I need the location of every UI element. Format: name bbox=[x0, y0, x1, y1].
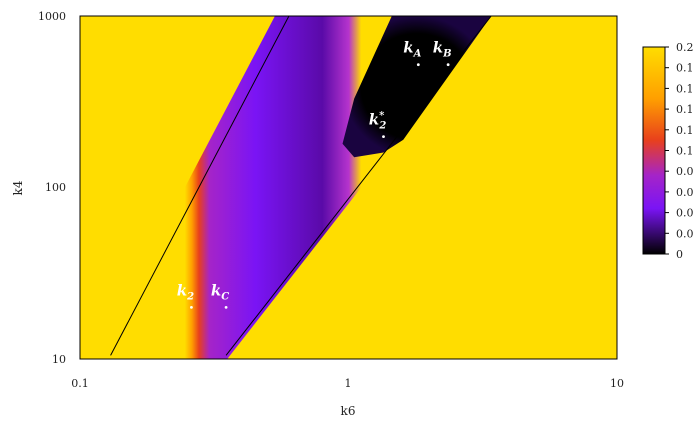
x-axis: 0.1 1 10 k6 bbox=[71, 377, 624, 418]
x-axis-label: k6 bbox=[341, 404, 356, 418]
plot-frame bbox=[79, 15, 618, 360]
colorbar-tick-label: 0 bbox=[676, 248, 683, 261]
colorbar-tick-label: 0.1 bbox=[676, 124, 694, 137]
boundary-line-lower bbox=[225, 15, 492, 356]
colorbar-tick-label: 0.0 bbox=[676, 227, 694, 240]
colorbar-tick-label: 0.0 bbox=[676, 165, 694, 178]
x-tick-label: 1 bbox=[345, 377, 352, 390]
annotation-label: kA bbox=[403, 39, 421, 60]
annotation-point bbox=[224, 305, 228, 309]
boundary-lines bbox=[110, 15, 492, 356]
annotation-label: k2 bbox=[177, 281, 194, 302]
y-axis-label: k4 bbox=[11, 180, 25, 195]
annotation-point bbox=[382, 135, 385, 139]
annotation-label: kB bbox=[433, 39, 452, 60]
y-axis: 1000 100 10 k4 bbox=[11, 10, 66, 366]
annotation-label: kC bbox=[211, 281, 229, 302]
annotation-label: k* 2 bbox=[369, 111, 387, 132]
annotation-point bbox=[446, 63, 450, 67]
annotation-point bbox=[416, 63, 420, 67]
colorbar-tick-label: 0.1 bbox=[676, 145, 694, 158]
colorbar-tick-label: 0.0 bbox=[676, 186, 694, 199]
colorbar-gradient bbox=[642, 46, 666, 255]
annotations: kA kB k* 2 k2 kC bbox=[177, 39, 452, 309]
colorbar-tick-label: 0.0 bbox=[676, 207, 694, 220]
dark-region bbox=[342, 16, 492, 158]
x-tick-label: 10 bbox=[610, 377, 624, 390]
colorbar-tick-label: 0.1 bbox=[676, 62, 694, 75]
y-tick-label: 1000 bbox=[38, 10, 66, 23]
colorbar-tick-label: 0.1 bbox=[676, 82, 694, 95]
colorbar: 0.2 0.1 0.1 0.1 0.1 0.1 0.0 0.0 0.0 0.0 0 bbox=[642, 41, 694, 261]
y-tick-label: 100 bbox=[45, 181, 66, 194]
boundary-line-upper bbox=[110, 15, 290, 356]
colorbar-tick-label: 0.1 bbox=[676, 103, 694, 116]
colorbar-tick-label: 0.2 bbox=[676, 41, 694, 54]
x-tick-label: 0.1 bbox=[71, 377, 89, 390]
y-tick-label: 10 bbox=[52, 353, 66, 366]
plot-area bbox=[80, 16, 617, 359]
annotation-point bbox=[190, 305, 193, 309]
colorbar-ticks: 0.2 0.1 0.1 0.1 0.1 0.1 0.0 0.0 0.0 0.0 0 bbox=[665, 41, 694, 261]
